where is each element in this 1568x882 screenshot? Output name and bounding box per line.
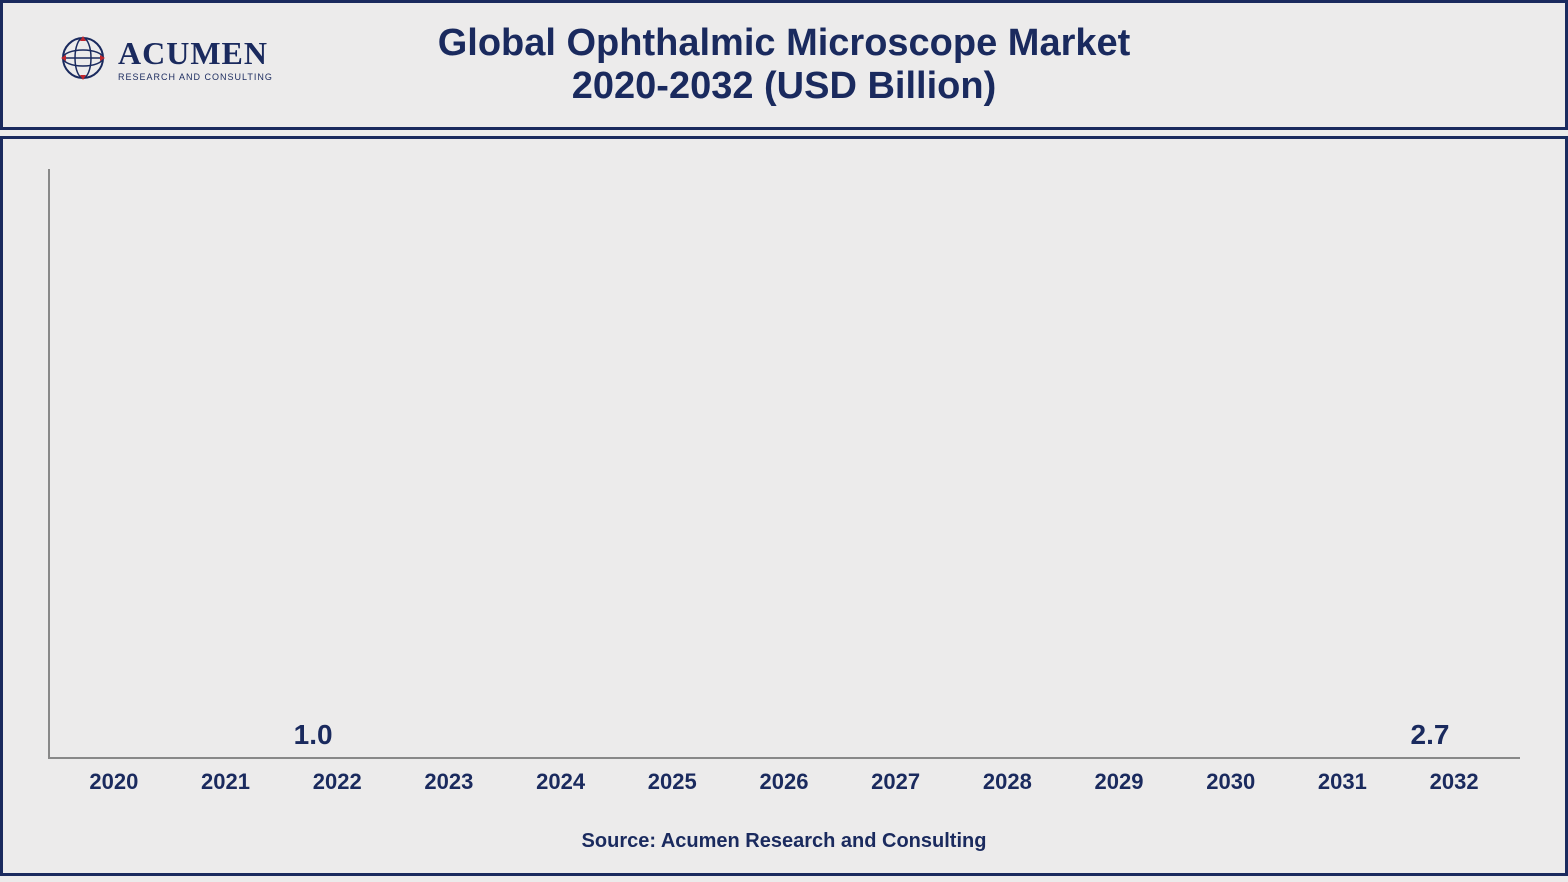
x-axis-label: 2020 [58,761,170,799]
x-axis-label: 2024 [505,761,617,799]
x-axis-label: 2031 [1287,761,1399,799]
x-axis-label: 2023 [393,761,505,799]
x-axis-label: 2027 [840,761,952,799]
x-axis [48,757,1520,759]
x-axis-label: 2029 [1063,761,1175,799]
logo: ACUMEN RESEARCH AND CONSULTING [58,33,273,83]
bar-value-label: 2.7 [1411,719,1450,751]
logo-text: ACUMEN RESEARCH AND CONSULTING [118,35,273,82]
plot-area: 1.02.7 202020212022202320242025202620272… [48,169,1520,799]
bars-container: 1.0 2.7 [48,169,1520,757]
x-axis-label: 2025 [616,761,728,799]
logo-tagline: RESEARCH AND CONSULTING [118,72,273,82]
title-line-1: Global Ophthalmic Microscope Market [438,22,1131,65]
x-axis-label: 2026 [728,761,840,799]
chart-panel: 1.02.7 202020212022202320242025202620272… [0,136,1568,876]
title-line-2: 2020-2032 (USD Billion) [438,65,1131,108]
bar-value-label: 1.0 [294,719,333,751]
logo-name: ACUMEN [118,35,273,72]
x-labels-container: 2020202120222023202420252026202720282029… [48,761,1520,799]
x-axis-label: 2021 [170,761,282,799]
source-text: Source: Acumen Research and Consulting [3,830,1565,853]
x-axis-label: 2032 [1398,761,1510,799]
globe-icon [58,33,108,83]
chart-title: Global Ophthalmic Microscope Market 2020… [438,22,1131,108]
x-axis-label: 2022 [281,761,393,799]
x-axis-label: 2028 [952,761,1064,799]
x-axis-label: 2030 [1175,761,1287,799]
header-panel: ACUMEN RESEARCH AND CONSULTING Global Op… [0,0,1568,130]
